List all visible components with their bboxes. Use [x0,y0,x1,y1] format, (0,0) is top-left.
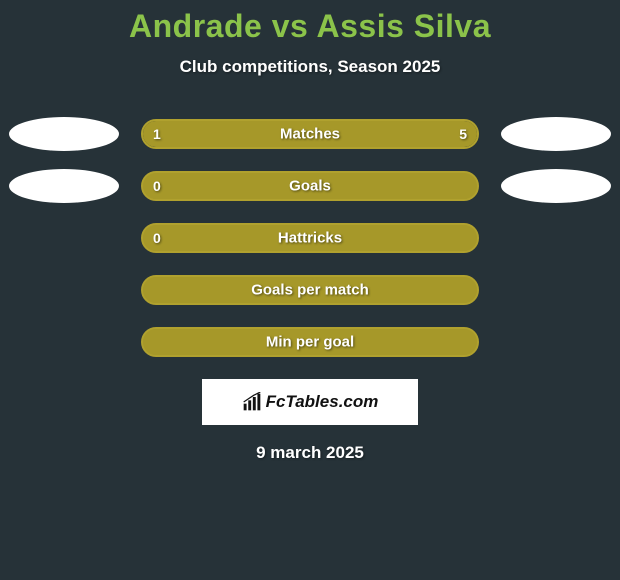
stat-row: Min per goal [0,325,620,359]
stat-row: 0 Goals [0,169,620,203]
player-oval-right [501,117,611,151]
date-label: 9 march 2025 [0,443,620,463]
brand-label: FcTables.com [266,392,379,412]
stat-bar: Goals per match [141,275,479,305]
oval-placeholder [501,273,611,307]
stat-bar: 1 Matches 5 [141,119,479,149]
page-title: Andrade vs Assis Silva [0,8,620,45]
stat-row: Goals per match [0,273,620,307]
stat-value-left: 0 [153,230,161,246]
stats-rows: 1 Matches 5 0 Goals 0 Hattricks Goals per match… [0,117,620,359]
stat-label: Matches [280,126,340,143]
brand-box: FcTables.com [202,379,418,425]
stat-label: Goals per match [251,282,369,299]
player-oval-left [9,117,119,151]
comparison-container: Andrade vs Assis Silva Club competitions… [0,0,620,463]
stat-label: Min per goal [266,334,354,351]
stat-value-right: 5 [459,126,467,142]
oval-placeholder [501,221,611,255]
stat-bar: Min per goal [141,327,479,357]
oval-placeholder [9,273,119,307]
stat-fill-left [143,121,200,147]
subtitle: Club competitions, Season 2025 [0,57,620,77]
oval-placeholder [501,325,611,359]
stat-bar: 0 Hattricks [141,223,479,253]
stat-row: 1 Matches 5 [0,117,620,151]
bar-chart-icon [242,392,262,412]
player-oval-right [501,169,611,203]
stat-value-left: 0 [153,178,161,194]
oval-placeholder [9,325,119,359]
stat-label: Goals [289,178,331,195]
stat-label: Hattricks [278,230,342,247]
player-oval-left [9,169,119,203]
stat-row: 0 Hattricks [0,221,620,255]
stat-bar: 0 Goals [141,171,479,201]
stat-value-left: 1 [153,126,161,142]
oval-placeholder [9,221,119,255]
